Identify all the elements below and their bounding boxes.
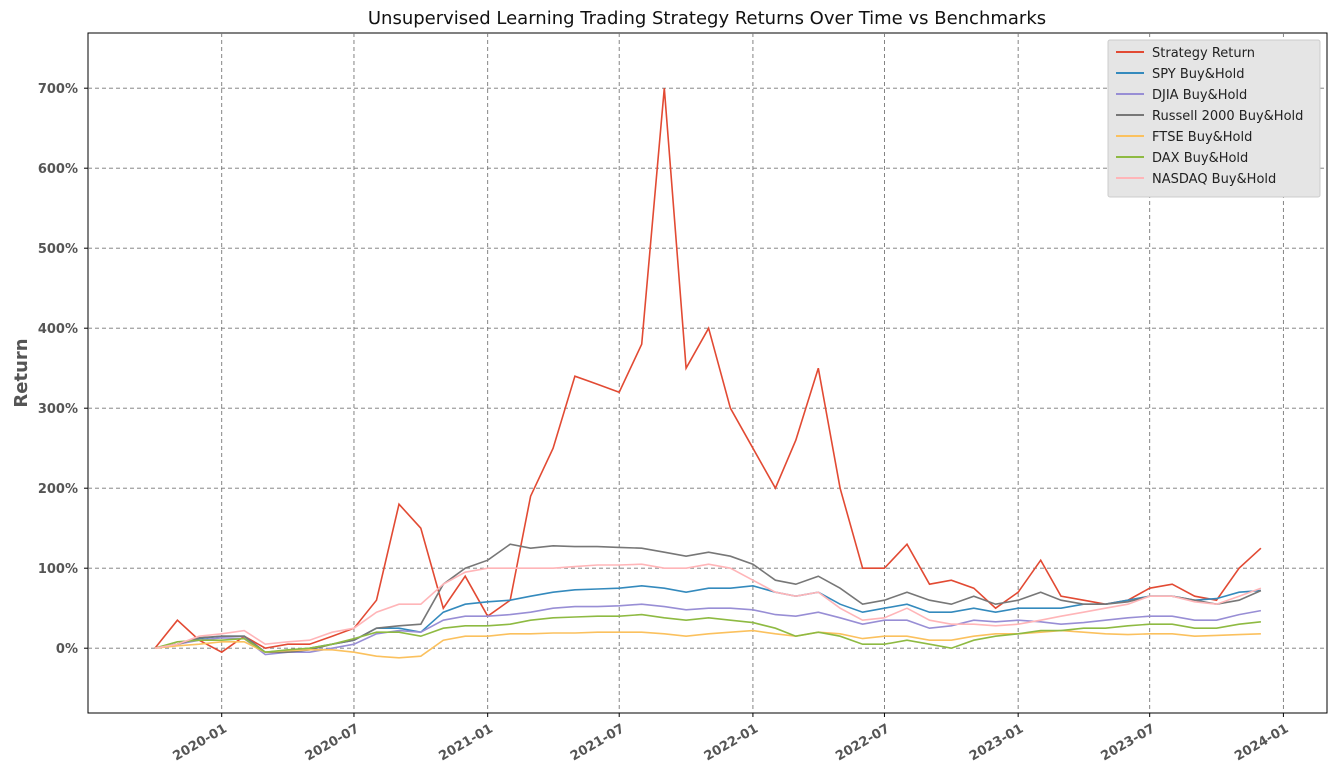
x-tick-label: 2020-01 (171, 721, 230, 764)
y-axis-label: Return (11, 338, 32, 407)
line-series (154, 563, 1262, 649)
legend-label: DAX Buy&Hold (1152, 151, 1248, 166)
x-tick-label: 2023-07 (1099, 721, 1158, 764)
legend-label: SPY Buy&Hold (1152, 67, 1244, 82)
x-tick-label: 2024-01 (1232, 721, 1291, 764)
legend-label: FTSE Buy&Hold (1152, 130, 1252, 145)
x-tick-label: 2020-07 (303, 721, 362, 764)
line-series (154, 88, 1262, 654)
legend-box (1107, 39, 1321, 198)
x-tick-label: 2021-07 (568, 721, 627, 764)
line-series (154, 613, 1261, 654)
x-tick-label: 2023-01 (967, 721, 1026, 764)
x-tick-label: 2022-07 (833, 721, 892, 764)
line-series (154, 629, 1261, 659)
y-tick-label: 300% (38, 402, 78, 417)
x-tick-label: 2021-01 (437, 721, 496, 764)
y-tick-label: 200% (38, 482, 78, 497)
line-series (154, 603, 1262, 656)
y-tick-label: 0% (56, 642, 78, 657)
y-tick-label: 400% (38, 322, 78, 337)
legend-label: Russell 2000 Buy&Hold (1152, 109, 1303, 124)
y-tick-label: 500% (38, 242, 78, 257)
legend-label: Strategy Return (1152, 46, 1255, 61)
legend-label: NASDAQ Buy&Hold (1152, 172, 1276, 187)
chart-title: Unsupervised Learning Trading Strategy R… (368, 8, 1046, 29)
y-tick-label: 700% (38, 82, 78, 97)
y-tick-label: 600% (38, 162, 78, 177)
y-tick-label: 100% (38, 562, 78, 577)
x-tick-label: 2022-01 (702, 721, 761, 764)
legend-label: DJIA Buy&Hold (1152, 88, 1247, 103)
